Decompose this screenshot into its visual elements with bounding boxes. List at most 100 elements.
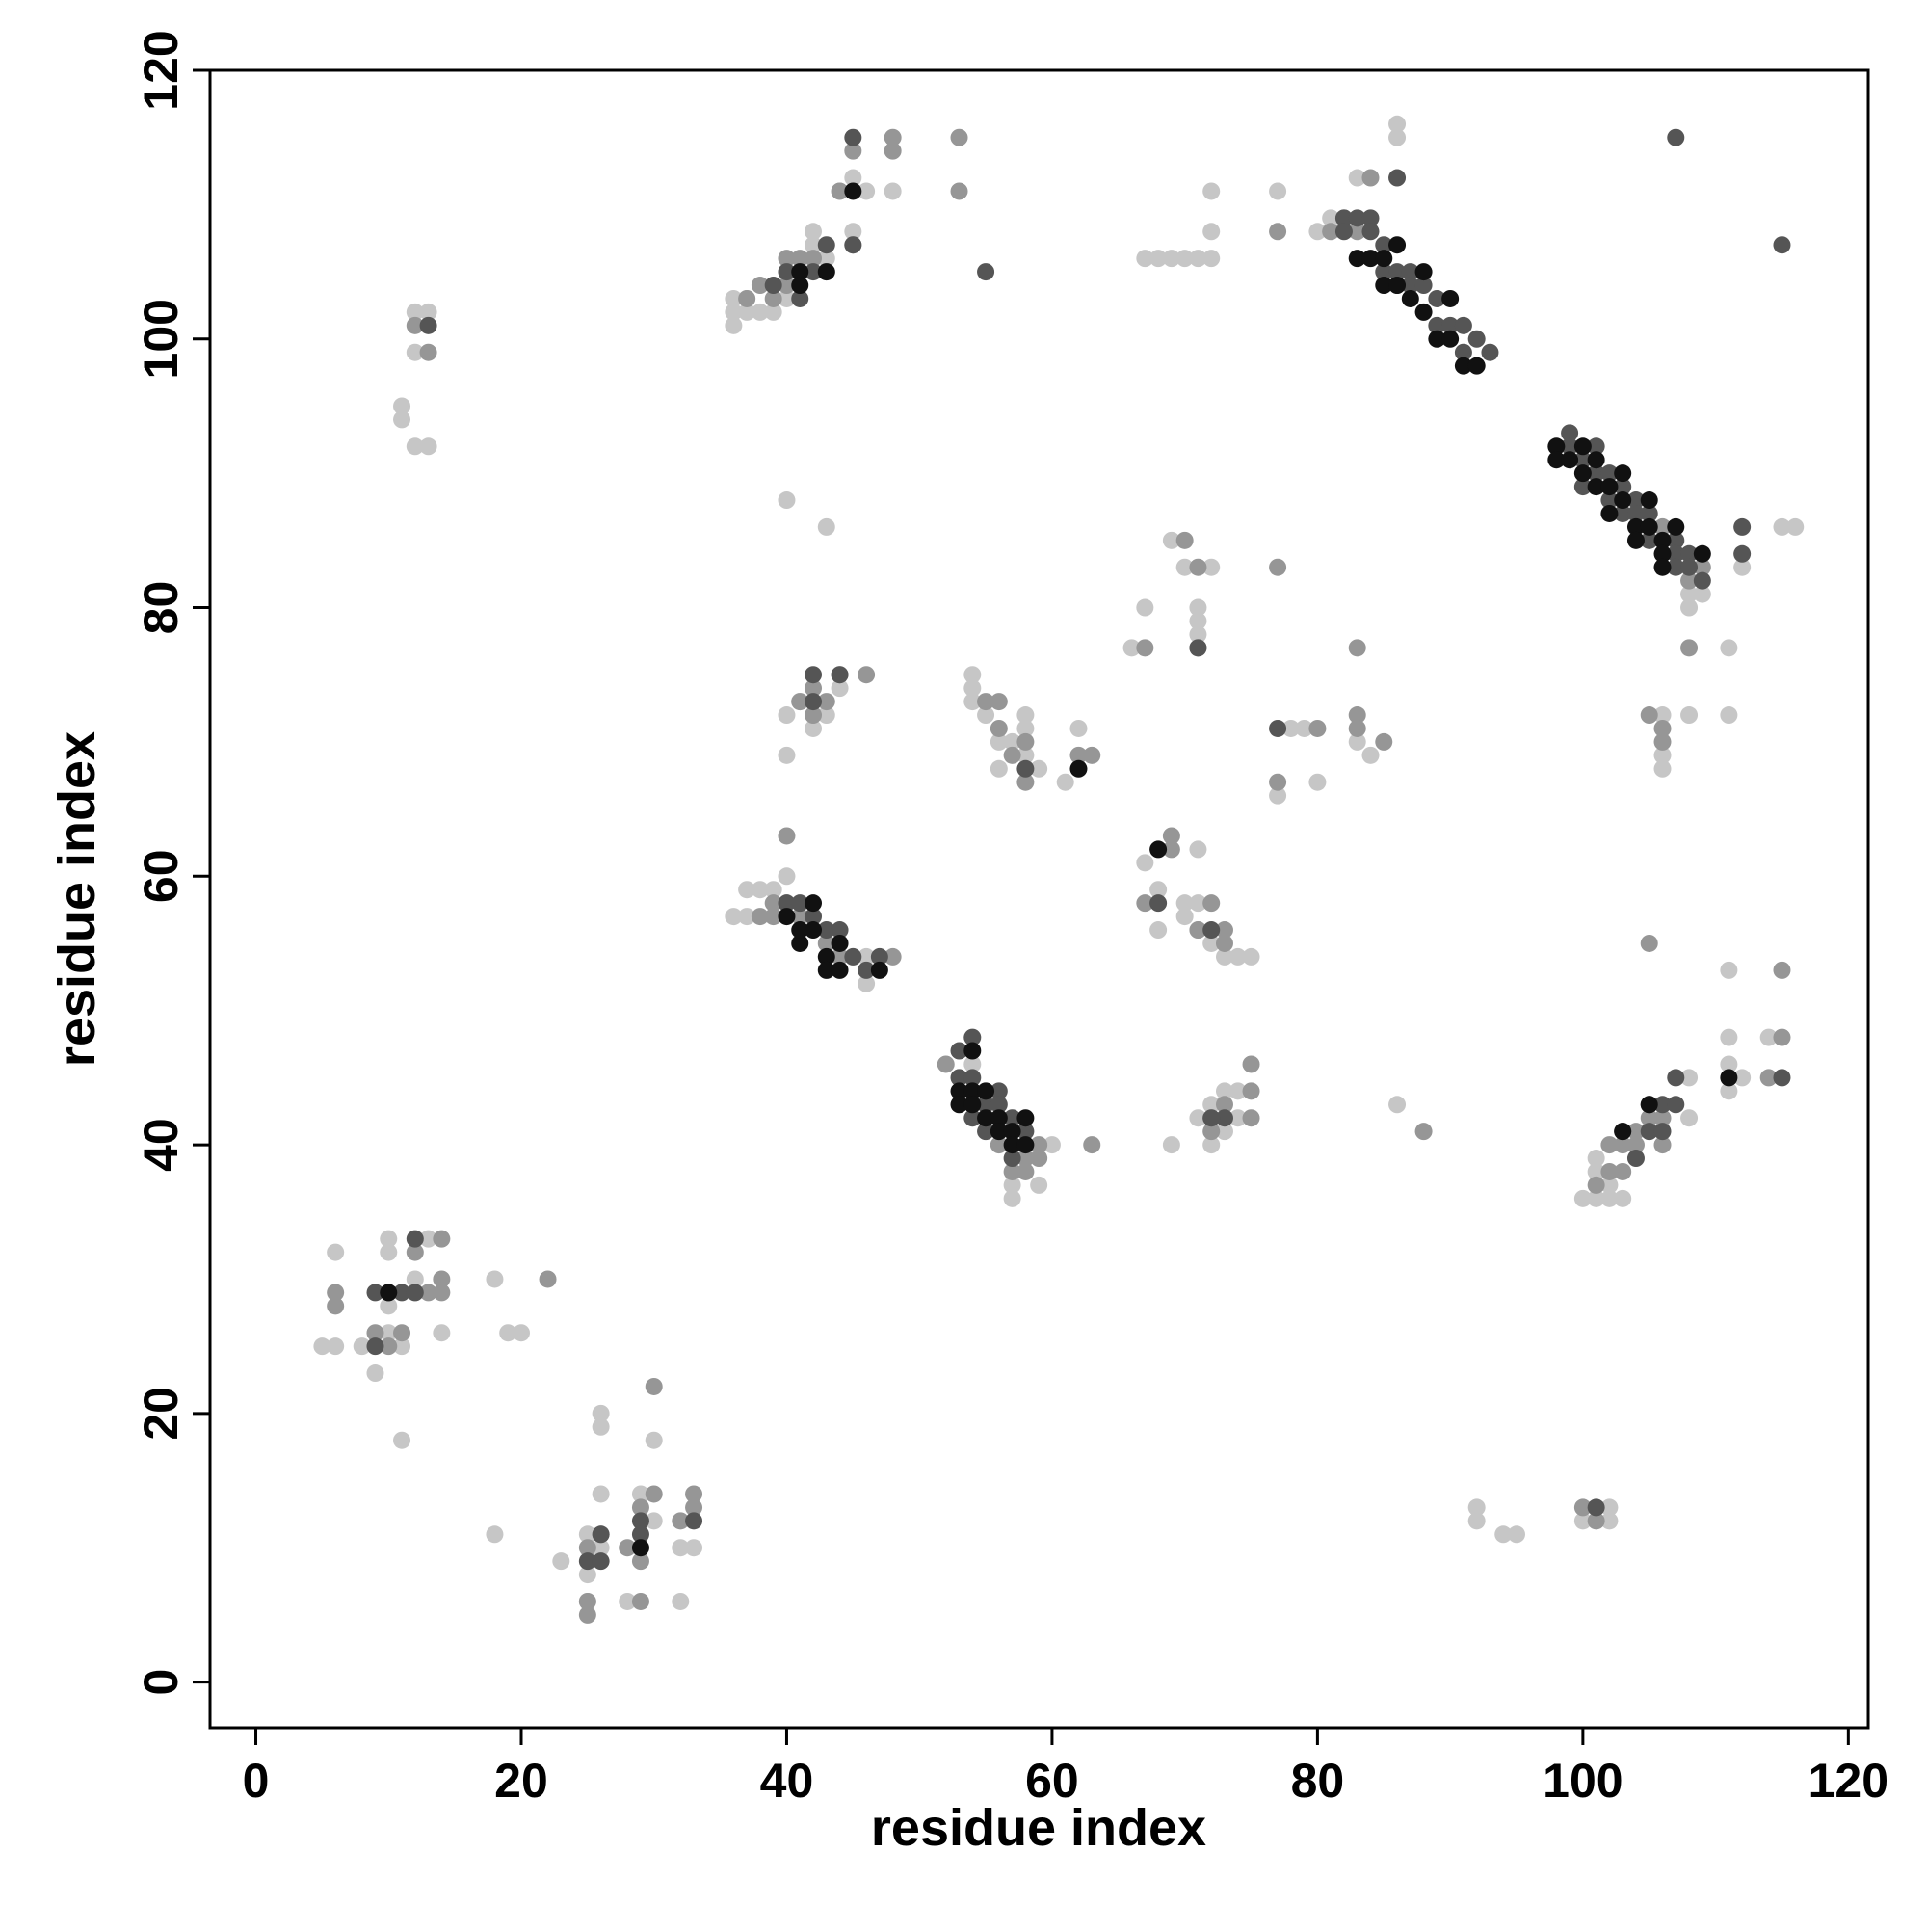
point: [1388, 115, 1407, 133]
point: [778, 746, 796, 764]
point: [1759, 1028, 1778, 1046]
point: [831, 679, 849, 698]
point: [1653, 706, 1672, 725]
plot-frame: [208, 68, 1870, 1730]
x-axis-title: residue index: [871, 1799, 1206, 1857]
point: [1653, 544, 1672, 563]
point: [1640, 1096, 1658, 1114]
point: [1680, 1069, 1699, 1087]
point: [1600, 464, 1619, 483]
point: [1281, 719, 1300, 737]
point: [778, 289, 796, 307]
x-tick-label: 120: [1808, 1754, 1888, 1808]
point: [791, 250, 809, 268]
point: [631, 1498, 649, 1517]
point: [817, 961, 835, 979]
point: [685, 1512, 703, 1530]
point: [805, 223, 823, 241]
point: [631, 1539, 649, 1557]
point: [419, 1284, 437, 1302]
point: [380, 1297, 398, 1315]
point: [578, 1605, 596, 1624]
point: [844, 947, 862, 966]
point: [1215, 1109, 1233, 1127]
point: [1693, 558, 1711, 576]
point: [1242, 947, 1260, 966]
point: [831, 921, 849, 940]
point: [1573, 1512, 1592, 1530]
point: [1149, 250, 1168, 268]
point: [805, 894, 823, 913]
point: [1136, 894, 1154, 913]
point: [1069, 719, 1088, 737]
point: [1640, 491, 1658, 510]
point: [1414, 277, 1433, 295]
point: [791, 693, 809, 711]
y-tick-label: 120: [134, 30, 188, 110]
point: [977, 706, 995, 725]
point: [884, 142, 902, 160]
point: [977, 693, 995, 711]
point: [1016, 732, 1035, 751]
point: [499, 1324, 517, 1342]
point: [1361, 746, 1380, 764]
point: [964, 679, 982, 698]
point: [950, 1069, 968, 1087]
point: [1667, 517, 1685, 536]
point: [631, 1552, 649, 1571]
point: [1561, 424, 1579, 442]
point: [1202, 1096, 1221, 1114]
point: [1428, 330, 1446, 348]
point: [950, 1042, 968, 1060]
point: [1720, 961, 1738, 979]
point: [327, 1284, 345, 1302]
point: [1640, 1109, 1658, 1127]
point: [592, 1552, 610, 1571]
point: [831, 182, 849, 200]
point: [817, 693, 835, 711]
point: [831, 934, 849, 952]
point: [1162, 250, 1180, 268]
point: [1587, 437, 1605, 456]
point: [1614, 1136, 1632, 1154]
point: [950, 128, 968, 146]
point: [433, 1284, 451, 1302]
point: [1573, 437, 1592, 456]
point: [778, 277, 796, 295]
point: [1561, 437, 1579, 456]
point: [1733, 1069, 1752, 1087]
point: [1401, 277, 1419, 295]
point: [1626, 491, 1645, 510]
point: [805, 679, 823, 698]
point: [778, 894, 796, 913]
point: [844, 182, 862, 200]
point: [1494, 1525, 1513, 1544]
point: [791, 894, 809, 913]
point: [1136, 250, 1154, 268]
point: [1600, 491, 1619, 510]
point: [844, 223, 862, 241]
point: [870, 961, 888, 979]
point: [990, 693, 1008, 711]
point: [406, 1284, 424, 1302]
point: [592, 1404, 610, 1422]
point: [1667, 1069, 1685, 1087]
point: [1587, 1162, 1605, 1180]
point: [791, 921, 809, 940]
y-tick-label: 100: [134, 299, 188, 379]
point: [578, 1539, 596, 1557]
point: [791, 934, 809, 952]
point: [1626, 504, 1645, 522]
point: [366, 1284, 384, 1302]
point: [1202, 182, 1221, 200]
point: [738, 303, 756, 321]
point: [990, 1136, 1008, 1154]
point: [1720, 1028, 1738, 1046]
x-tick-label: 60: [1025, 1754, 1079, 1808]
point: [805, 706, 823, 725]
point: [1680, 558, 1699, 576]
point: [1600, 1498, 1619, 1517]
point: [1202, 1123, 1221, 1141]
point: [685, 1498, 703, 1517]
point: [1467, 357, 1486, 375]
